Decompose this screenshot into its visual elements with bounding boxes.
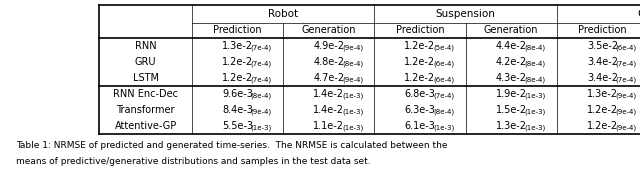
- Text: means of predictive/generative distributions and samples in the test data set.: means of predictive/generative distribut…: [16, 157, 371, 166]
- Text: (9e-4): (9e-4): [342, 45, 363, 52]
- Text: 1.4e-2: 1.4e-2: [314, 89, 344, 99]
- Text: 4.7e-2: 4.7e-2: [313, 73, 344, 83]
- Text: (8e-4): (8e-4): [524, 61, 545, 68]
- Text: (1e-3): (1e-3): [342, 109, 363, 116]
- Text: 3.4e-2: 3.4e-2: [587, 73, 618, 83]
- Text: (1e-3): (1e-3): [251, 125, 272, 132]
- Text: (1e-3): (1e-3): [524, 109, 545, 116]
- Text: 6.1e-3: 6.1e-3: [404, 121, 435, 131]
- Text: (1e-3): (1e-3): [342, 125, 363, 132]
- Text: (7e-4): (7e-4): [251, 45, 272, 52]
- Text: 1.3e-2: 1.3e-2: [587, 89, 618, 99]
- Text: (8e-4): (8e-4): [524, 45, 545, 52]
- Text: (9e-4): (9e-4): [342, 77, 363, 84]
- Text: 4.8e-2: 4.8e-2: [314, 57, 344, 67]
- Text: 9.6e-3: 9.6e-3: [222, 89, 253, 99]
- Text: Robot: Robot: [268, 9, 298, 19]
- Text: 1.4e-2: 1.4e-2: [314, 105, 344, 115]
- Text: 4.9e-2: 4.9e-2: [314, 41, 344, 51]
- Text: (1e-3): (1e-3): [433, 125, 454, 132]
- Text: (1e-3): (1e-3): [524, 125, 545, 132]
- Text: (7e-4): (7e-4): [616, 77, 637, 84]
- Text: 4.4e-2: 4.4e-2: [496, 41, 527, 51]
- Text: 1.2e-2: 1.2e-2: [222, 57, 253, 67]
- Text: (9e-4): (9e-4): [616, 93, 637, 100]
- Text: 6.3e-3: 6.3e-3: [404, 105, 435, 115]
- Text: (7e-4): (7e-4): [251, 61, 272, 68]
- Text: Generation: Generation: [301, 25, 356, 35]
- Text: Attentive-GP: Attentive-GP: [115, 121, 177, 131]
- Text: (8e-4): (8e-4): [251, 93, 272, 100]
- Text: 5.5e-3: 5.5e-3: [222, 121, 253, 131]
- Text: 3.4e-2: 3.4e-2: [587, 57, 618, 67]
- Text: (7e-4): (7e-4): [433, 93, 454, 100]
- Text: RNN Enc-Dec: RNN Enc-Dec: [113, 89, 178, 99]
- Text: 3.5e-2: 3.5e-2: [587, 41, 618, 51]
- Text: 1.2e-2: 1.2e-2: [587, 105, 618, 115]
- Text: 1.3e-2: 1.3e-2: [222, 41, 253, 51]
- Text: (7e-4): (7e-4): [251, 77, 272, 84]
- Text: 1.3e-2: 1.3e-2: [496, 121, 527, 131]
- Text: 1.2e-2: 1.2e-2: [404, 73, 436, 83]
- Text: (7e-4): (7e-4): [616, 61, 637, 68]
- Text: (8e-4): (8e-4): [524, 77, 545, 84]
- Text: (9e-4): (9e-4): [251, 109, 272, 116]
- Text: 1.5e-2: 1.5e-2: [495, 105, 527, 115]
- Text: LSTM: LSTM: [132, 73, 159, 83]
- Text: (6e-4): (6e-4): [616, 45, 637, 52]
- Text: (1e-3): (1e-3): [524, 93, 545, 100]
- Text: (8e-4): (8e-4): [433, 109, 454, 116]
- Text: 1.2e-2: 1.2e-2: [222, 73, 253, 83]
- Text: 1.9e-2: 1.9e-2: [496, 89, 527, 99]
- Text: 1.1e-2: 1.1e-2: [314, 121, 344, 131]
- Text: 4.2e-2: 4.2e-2: [495, 57, 527, 67]
- Text: (8e-4): (8e-4): [342, 61, 363, 68]
- Text: (6e-4): (6e-4): [433, 77, 454, 84]
- Text: Table 1: NRMSE of predicted and generated time-series.  The NRMSE is calculated : Table 1: NRMSE of predicted and generate…: [16, 141, 447, 150]
- Text: (5e-4): (5e-4): [433, 45, 454, 52]
- Text: 1.2e-2: 1.2e-2: [404, 41, 436, 51]
- Text: RNN: RNN: [135, 41, 156, 51]
- Text: Transformer: Transformer: [116, 105, 175, 115]
- Text: (9e-4): (9e-4): [616, 125, 637, 132]
- Text: Prediction: Prediction: [578, 25, 627, 35]
- Text: 1.2e-2: 1.2e-2: [404, 57, 436, 67]
- Text: Generation: Generation: [484, 25, 538, 35]
- Text: GRU: GRU: [135, 57, 156, 67]
- Text: (1e-3): (1e-3): [342, 93, 363, 100]
- Text: 6.8e-3: 6.8e-3: [404, 89, 435, 99]
- Text: Suspension: Suspension: [436, 9, 495, 19]
- Text: (9e-4): (9e-4): [616, 109, 637, 116]
- Text: 4.3e-2: 4.3e-2: [496, 73, 527, 83]
- Text: Grid: Grid: [637, 9, 640, 19]
- Text: Prediction: Prediction: [396, 25, 444, 35]
- Text: (6e-4): (6e-4): [433, 61, 454, 68]
- Text: 1.2e-2: 1.2e-2: [587, 121, 618, 131]
- Text: 8.4e-3: 8.4e-3: [222, 105, 253, 115]
- Text: Prediction: Prediction: [213, 25, 262, 35]
